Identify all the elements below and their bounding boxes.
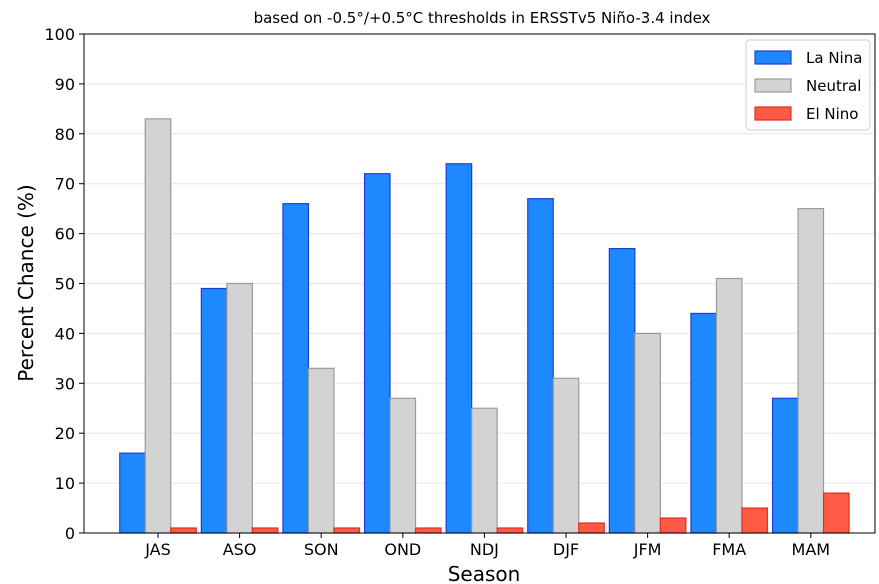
y-tick-label: 30 bbox=[55, 374, 75, 393]
bar-neutral bbox=[715, 277, 743, 534]
y-tick-label: 50 bbox=[55, 275, 75, 294]
bar-la-nina bbox=[119, 452, 146, 534]
y-tick-label: 80 bbox=[55, 125, 75, 144]
bar-la-nina bbox=[608, 247, 636, 534]
x-tick-label: DJF bbox=[553, 540, 579, 559]
bar-la-nina bbox=[771, 397, 799, 534]
bar-neutral bbox=[634, 332, 661, 534]
bar-la-nina bbox=[282, 203, 310, 534]
bar-el-nino bbox=[822, 492, 850, 534]
bar-neutral bbox=[797, 208, 825, 534]
bar-neutral bbox=[144, 118, 172, 534]
y-tick-label: 60 bbox=[55, 225, 75, 244]
legend-swatch bbox=[754, 50, 792, 65]
bar-la-nina bbox=[445, 163, 473, 534]
x-tick-label: SON bbox=[304, 540, 339, 559]
bar-la-nina bbox=[363, 173, 391, 534]
x-tick-label: JAS bbox=[144, 540, 171, 559]
x-tick-label: ASO bbox=[223, 540, 257, 559]
bar-la-nina bbox=[527, 198, 554, 534]
bars bbox=[119, 118, 850, 534]
x-tick-label: JFM bbox=[633, 540, 662, 559]
x-axis-ticks: JAS ASO SON OND NDJ DJF JFM FMA MAM bbox=[144, 533, 830, 559]
bar-el-nino bbox=[496, 527, 524, 534]
x-tick-label: FMA bbox=[712, 540, 746, 559]
y-tick-label: 100 bbox=[44, 25, 75, 44]
x-axis-label: Season bbox=[448, 562, 521, 584]
bar-neutral bbox=[552, 377, 580, 534]
bar-la-nina bbox=[200, 287, 228, 534]
y-tick-label: 20 bbox=[55, 424, 75, 443]
bar-el-nino bbox=[414, 527, 442, 534]
bar-el-nino bbox=[741, 507, 769, 534]
x-tick-label: MAM bbox=[792, 540, 831, 559]
bar-el-nino bbox=[251, 527, 279, 534]
y-tick-label: 0 bbox=[65, 524, 75, 543]
x-tick-label: NDJ bbox=[470, 540, 499, 559]
bar-el-nino bbox=[333, 527, 361, 534]
x-tick-label: OND bbox=[384, 540, 421, 559]
chart-subtitle: based on -0.5°/+0.5°C thresholds in ERSS… bbox=[254, 9, 711, 27]
legend-swatch bbox=[754, 78, 792, 93]
y-tick-label: 90 bbox=[55, 75, 75, 94]
bar-neutral bbox=[471, 407, 498, 534]
y-axis-ticks: 0 10 20 30 40 50 60 70 80 90 100 bbox=[44, 25, 84, 543]
bar-neutral bbox=[226, 282, 253, 534]
legend: La Nina Neutral El Nino bbox=[745, 39, 871, 131]
bar-el-nino bbox=[578, 522, 605, 534]
legend-label: La Nina bbox=[806, 49, 862, 67]
legend-label: Neutral bbox=[806, 77, 861, 95]
bar-neutral bbox=[307, 367, 335, 534]
y-axis-label: Percent Chance (%) bbox=[14, 184, 38, 381]
legend-swatch bbox=[754, 106, 792, 121]
y-tick-label: 70 bbox=[55, 175, 75, 194]
legend-label: El Nino bbox=[806, 105, 859, 123]
bar-la-nina bbox=[690, 312, 718, 534]
bar-el-nino bbox=[170, 527, 197, 534]
y-tick-label: 10 bbox=[55, 474, 75, 493]
bar-neutral bbox=[389, 397, 417, 534]
bar-el-nino bbox=[659, 517, 687, 534]
y-tick-label: 40 bbox=[55, 324, 75, 343]
